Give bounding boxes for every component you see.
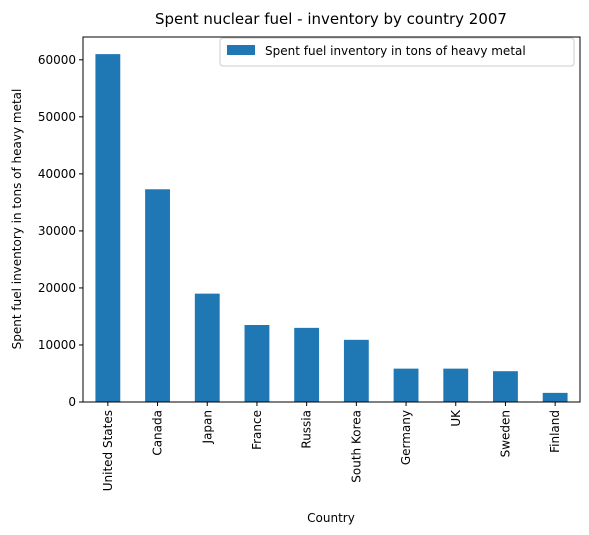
- legend: Spent fuel inventory in tons of heavy me…: [219, 37, 575, 67]
- axes-frame: [82, 36, 581, 403]
- chart-title: Spent nuclear fuel - inventory by countr…: [155, 10, 507, 28]
- bar-japan: [194, 293, 220, 402]
- bar-united-states: [95, 54, 121, 402]
- y-tick-label: 0: [68, 395, 76, 409]
- y-tick-label: 40000: [38, 167, 76, 181]
- bar-france: [244, 325, 270, 402]
- bar-russia: [294, 327, 320, 402]
- y-axis-label: Spent fuel inventory in tons of heavy me…: [10, 89, 24, 350]
- y-tick-label: 10000: [38, 338, 76, 352]
- legend-label: Spent fuel inventory in tons of heavy me…: [265, 44, 526, 58]
- bar-uk: [443, 368, 469, 402]
- legend-swatch: [227, 45, 255, 55]
- x-tick-label: UK: [449, 409, 463, 427]
- plot-area: 0 10000 20000 30000 40000 50000 60000 United St…: [38, 53, 568, 491]
- x-tick-label: Germany: [399, 410, 413, 465]
- bar-germany: [393, 368, 419, 402]
- bar-sweden: [493, 371, 518, 402]
- y-tick-label: 20000: [38, 281, 76, 295]
- x-axis-label: Country: [307, 511, 355, 525]
- x-tick-label: South Korea: [349, 410, 363, 483]
- x-tick-label: United States: [101, 410, 115, 491]
- y-tick-label: 30000: [38, 224, 76, 238]
- bar-finland: [542, 392, 568, 402]
- x-tick-label: Sweden: [498, 410, 512, 457]
- x-tick-label: Finland: [548, 410, 562, 453]
- x-tick-label: Canada: [151, 410, 165, 456]
- x-tick-label: France: [250, 410, 264, 450]
- x-tick-label: Japan: [200, 410, 214, 444]
- x-tick-label: Russia: [300, 410, 314, 449]
- y-tick-label: 50000: [38, 110, 76, 124]
- y-tick-label: 60000: [38, 53, 76, 67]
- legend-box: [219, 37, 575, 67]
- bar-south-korea: [343, 339, 369, 402]
- bar-canada: [145, 189, 170, 402]
